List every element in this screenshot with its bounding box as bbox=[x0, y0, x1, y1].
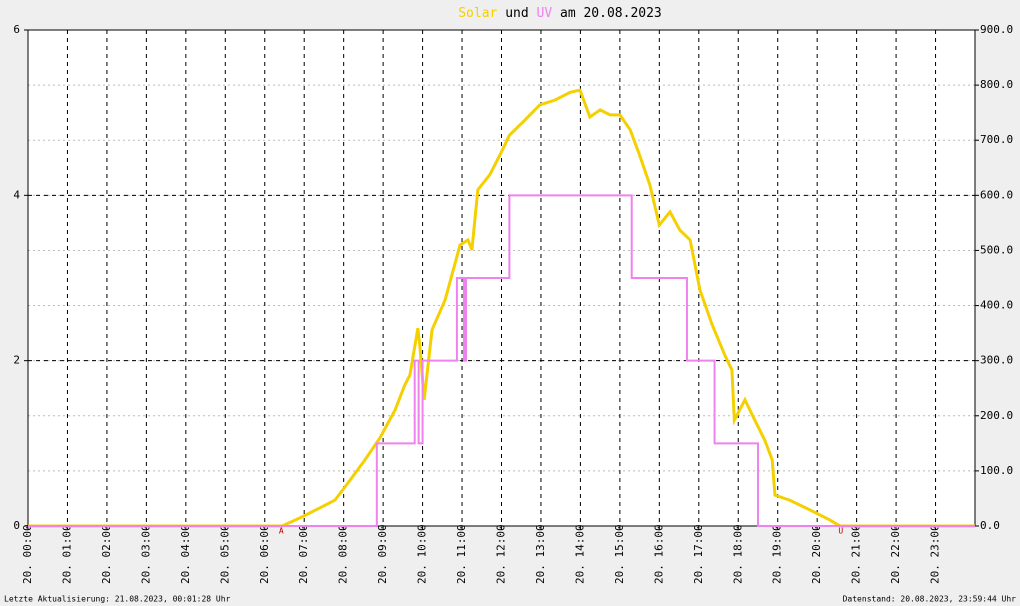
annotation: U bbox=[838, 527, 843, 536]
x-tick-label: 20. 00:00 bbox=[21, 524, 34, 584]
x-tick-label: 20. 14:00 bbox=[573, 524, 586, 584]
x-tick-label: 20. 03:00 bbox=[139, 524, 152, 584]
x-tick-label: 20. 07:00 bbox=[297, 524, 310, 584]
x-tick-label: 20. 18:00 bbox=[731, 524, 744, 584]
series-line bbox=[28, 88, 975, 528]
y2-tick-label: 600.0 bbox=[980, 188, 1013, 201]
footer-right: Datenstand: 20.08.2023, 23:59:44 Uhr bbox=[843, 595, 1017, 604]
title-connector: und bbox=[505, 6, 528, 21]
y2-tick-label: 0.0 bbox=[980, 519, 1000, 532]
x-tick-label: 20. 16:00 bbox=[652, 524, 665, 584]
annotation: A bbox=[279, 527, 284, 536]
x-tick-label: 20. 23:00 bbox=[929, 524, 942, 584]
y2-tick-label: 100.0 bbox=[980, 464, 1013, 477]
chart-title: Solar und UV am 20.08.2023 bbox=[458, 6, 662, 21]
y2-tick-label: 300.0 bbox=[980, 354, 1013, 367]
y2-tick-label: 400.0 bbox=[980, 299, 1013, 312]
x-tick-label: 20. 01:00 bbox=[60, 524, 73, 584]
y2-tick-label: 200.0 bbox=[980, 409, 1013, 422]
footer-left: Letzte Aktualisierung: 21.08.2023, 00:01… bbox=[4, 595, 231, 604]
y-tick-label: 2 bbox=[13, 354, 20, 367]
x-tick-label: 20. 02:00 bbox=[100, 524, 113, 584]
x-tick-label: 20. 12:00 bbox=[495, 524, 508, 584]
x-tick-label: 20. 09:00 bbox=[376, 524, 389, 584]
title-solar: Solar bbox=[458, 6, 497, 21]
x-tick-label: 20. 08:00 bbox=[337, 524, 350, 584]
title-suffix: am 20.08.2023 bbox=[560, 6, 662, 21]
x-tick-label: 20. 19:00 bbox=[771, 524, 784, 584]
x-tick-label: 20. 05:00 bbox=[218, 524, 231, 584]
x-tick-label: 20. 21:00 bbox=[850, 524, 863, 584]
title-uv: UV bbox=[537, 6, 553, 21]
x-tick-label: 20. 04:00 bbox=[179, 524, 192, 584]
y2-tick-label: 900.0 bbox=[980, 23, 1013, 36]
y-tick-label: 6 bbox=[13, 23, 20, 36]
y-tick-label: 4 bbox=[13, 188, 20, 201]
x-tick-label: 20. 11:00 bbox=[455, 524, 468, 584]
x-tick-label: 20. 15:00 bbox=[613, 524, 626, 584]
y2-tick-label: 500.0 bbox=[980, 243, 1013, 256]
x-tick-label: 20. 17:00 bbox=[692, 524, 705, 584]
plot-frame bbox=[27, 29, 976, 527]
x-tick-label: 20. 20:00 bbox=[810, 524, 823, 584]
y-tick-label: 0 bbox=[13, 519, 20, 532]
y2-tick-label: 700.0 bbox=[980, 133, 1013, 146]
y2-tick-label: 800.0 bbox=[980, 78, 1013, 91]
series-line bbox=[28, 194, 975, 527]
x-tick-label: 20. 10:00 bbox=[416, 524, 429, 584]
x-tick-label: 20. 06:00 bbox=[258, 524, 271, 584]
x-tick-label: 20. 13:00 bbox=[534, 524, 547, 584]
x-tick-label: 20. 22:00 bbox=[889, 524, 902, 584]
